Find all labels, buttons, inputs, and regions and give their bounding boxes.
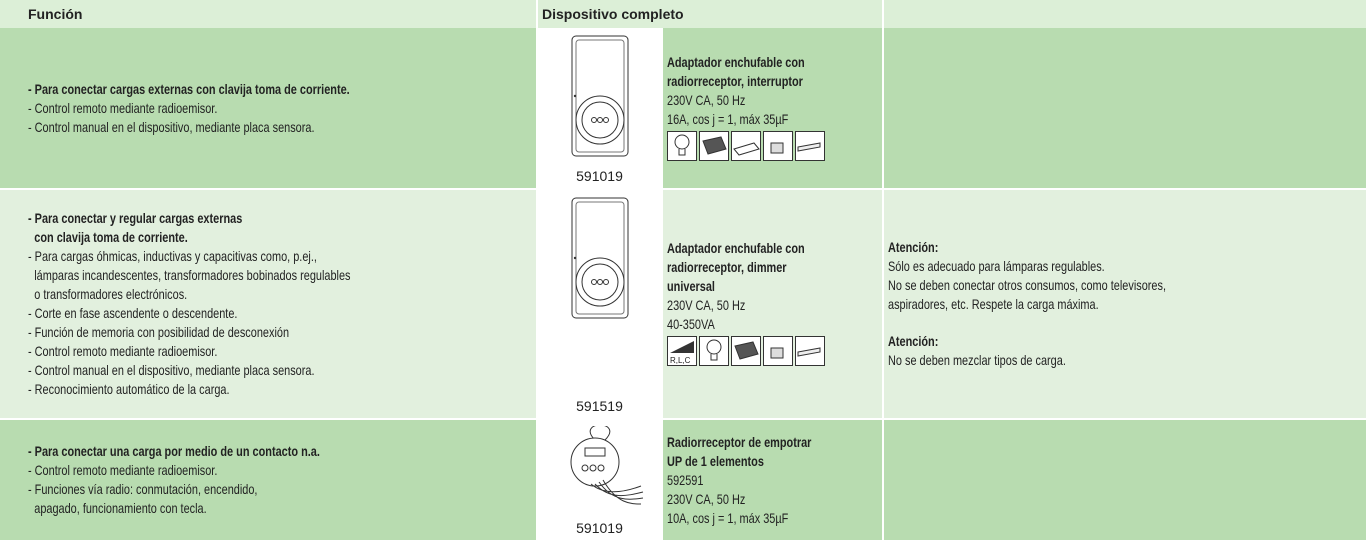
device-cell: Adaptador enchufable con radiorreceptor, … — [663, 190, 882, 418]
function-line: - Reconocimiento automático de la carga. — [28, 381, 230, 397]
header-cell — [884, 0, 1366, 28]
device-image — [555, 424, 645, 509]
device-name: Adaptador enchufable con — [667, 240, 805, 256]
load-icon — [763, 336, 793, 369]
device-image-cell: 591019 — [538, 28, 661, 188]
function-cell: - Para conectar una carga por medio de u… — [0, 420, 536, 540]
device-cell: Adaptador enchufable con radiorreceptor, … — [663, 28, 882, 188]
load-icons — [667, 130, 882, 164]
spacer — [888, 314, 1366, 332]
function-line: - Funciones vía radio: conmutación, ence… — [28, 481, 258, 497]
function-line: - Para cargas óhmicas, inductivas y capa… — [28, 248, 317, 264]
load-icon — [667, 130, 697, 164]
function-cell: - Para conectar y regular cargas externa… — [0, 190, 536, 418]
note-line: Sólo es adecuado para lámparas regulable… — [888, 258, 1105, 274]
function-line: o transformadores electrónicos. — [34, 286, 188, 302]
notes-cell — [884, 28, 1366, 188]
device-code: 591519 — [576, 398, 623, 414]
device-code: 591019 — [576, 168, 623, 184]
load-icon — [795, 336, 825, 369]
device-image-cell: 591019 — [538, 420, 661, 540]
device-name: universal — [667, 278, 715, 294]
function-line: - Para conectar cargas externas con clav… — [28, 80, 350, 97]
device-spec: 10A, cos j = 1, máx 35µF — [667, 509, 789, 526]
function-line: - Control manual en el dispositivo, medi… — [28, 362, 315, 378]
device-cell: Radiorreceptor de empotrar UP de 1 elemen… — [663, 420, 882, 540]
load-icon — [699, 130, 729, 164]
note-heading: Atención: — [888, 333, 939, 349]
function-line: - Control manual en el dispositivo, medi… — [28, 118, 315, 135]
load-icons: R,L,C — [667, 336, 882, 369]
device-image — [570, 34, 630, 161]
device-name: UP de 1 elementos — [667, 452, 764, 469]
device-image — [570, 196, 630, 323]
load-icon-label: R,L,C — [670, 356, 691, 365]
function-line: - Control remoto mediante radioemisor. — [28, 99, 218, 116]
notes-cell — [884, 420, 1366, 540]
header-cell: Dispositivo completo — [538, 0, 882, 28]
header-function: Función — [28, 6, 83, 22]
device-spec: 592591 — [667, 471, 704, 488]
load-icon: R,L,C — [667, 336, 697, 366]
device-spec: 40-350VA — [667, 316, 715, 332]
device-name: Adaptador enchufable con — [667, 53, 805, 70]
function-line: - Para conectar y regular cargas externa… — [28, 210, 243, 226]
function-line: - Función de memoria con posibilidad de … — [28, 324, 290, 340]
note-heading: Atención: — [888, 239, 939, 255]
function-cell: - Para conectar cargas externas con clav… — [0, 28, 536, 188]
load-icon — [731, 130, 761, 164]
header-cell: Función — [0, 0, 536, 28]
function-line: apagado, funcionamiento con tecla. — [34, 500, 207, 516]
device-name: Radiorreceptor de empotrar — [667, 433, 812, 450]
load-icon — [699, 336, 729, 369]
device-image-cell: 591519 — [538, 190, 661, 418]
function-line: - Control remoto mediante radioemisor. — [28, 343, 218, 359]
function-line: - Corte en fase ascendente o descendente… — [28, 305, 238, 321]
function-line: con clavija toma de corriente. — [34, 229, 188, 245]
device-spec: 230V CA, 50 Hz — [667, 91, 746, 108]
device-code: 591019 — [576, 520, 623, 536]
function-line: - Para conectar una carga por medio de u… — [28, 443, 320, 459]
notes-cell: Atención: Sólo es adecuado para lámparas … — [884, 190, 1366, 418]
note-line: aspiradores, etc. Respete la carga máxim… — [888, 296, 1099, 312]
device-spec: 230V CA, 50 Hz — [667, 297, 746, 313]
function-line: lámparas incandescentes, transformadores… — [34, 267, 351, 283]
function-line: - Control remoto mediante radioemisor. — [28, 462, 218, 478]
note-line: No se deben mezclar tipos de carga. — [888, 352, 1066, 368]
load-icon — [731, 336, 761, 369]
device-name: radiorreceptor, interruptor — [667, 72, 803, 89]
device-spec: 230V CA, 50 Hz — [667, 490, 746, 507]
note-line: No se deben conectar otros consumos, com… — [888, 277, 1166, 293]
device-spec: 16A, cos j = 1, máx 35µF — [667, 110, 789, 127]
load-icon — [763, 130, 793, 164]
device-name: radiorreceptor, dimmer — [667, 259, 787, 275]
load-icon — [795, 130, 825, 164]
header-device: Dispositivo completo — [542, 6, 684, 22]
